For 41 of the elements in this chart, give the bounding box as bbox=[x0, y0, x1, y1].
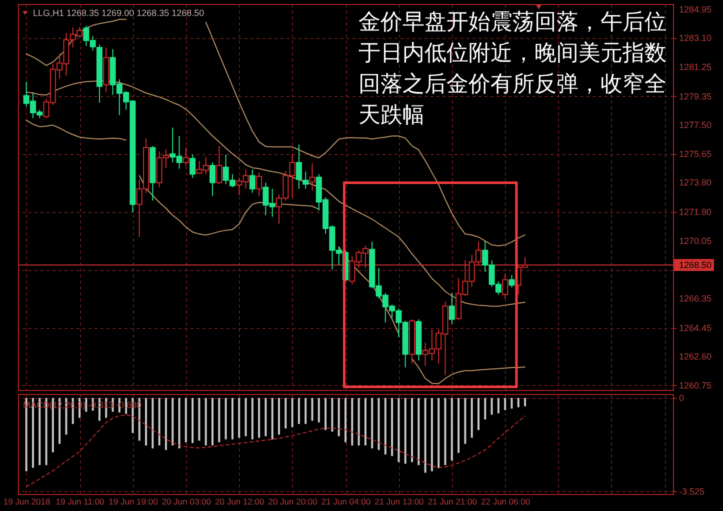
candlestick bbox=[249, 168, 256, 194]
y-tick-label: 1277.50 bbox=[679, 120, 712, 130]
candlestick bbox=[210, 162, 216, 196]
y-tick-label: 1284.95 bbox=[679, 4, 712, 14]
y-tick-label: 1281.25 bbox=[679, 62, 712, 72]
x-tick-label: 20 Jun 12:00 bbox=[215, 496, 264, 506]
y-tick-label: 1264.45 bbox=[679, 322, 712, 333]
candlestick bbox=[302, 171, 309, 190]
x-tick-label: 21 Jun 21:00 bbox=[428, 496, 478, 506]
x-tick-label: 19 Jun 11:00 bbox=[56, 496, 105, 506]
chart-title: LLG,H1 1268.35 1269.00 1268.35 1268.50 bbox=[33, 8, 204, 18]
y-tick-label: 1260.75 bbox=[679, 380, 712, 390]
x-tick-label: 20 Jun 03:00 bbox=[162, 496, 212, 506]
annotation: 金价早盘开始震荡回落，午后位于日内低位附近，晚间美元指数回落之后金价有所反弹，收窄全天跌幅 bbox=[358, 10, 667, 128]
y-tick-label: 1279.35 bbox=[679, 91, 712, 102]
y-tick-label: 0 bbox=[679, 392, 684, 403]
candlestick bbox=[502, 273, 508, 299]
candlestick bbox=[190, 154, 196, 178]
y-tick-label: 1275.65 bbox=[679, 148, 712, 159]
y-tick-label: 1270.05 bbox=[679, 236, 712, 246]
x-tick-label: 19 Jun 2018 bbox=[3, 496, 50, 506]
x-tick-label: 21 Jun 04:00 bbox=[321, 496, 371, 506]
candlestick bbox=[309, 162, 316, 191]
y-tick-label: 1262.60 bbox=[679, 352, 712, 362]
x-tick-label: 22 Jun 06:00 bbox=[481, 496, 530, 506]
candlestick bbox=[508, 274, 515, 288]
line-series bbox=[26, 414, 526, 488]
y-tick-label: -3.525 bbox=[679, 486, 705, 496]
x-tick-label: 19 Jun 19:00 bbox=[108, 496, 158, 506]
y-tick-label: 1266.35 bbox=[679, 293, 712, 304]
y-tick-label: 1273.80 bbox=[679, 178, 712, 188]
candlestick bbox=[256, 172, 262, 196]
candlestick bbox=[296, 144, 302, 190]
x-tick-label: 20 Jun 20:00 bbox=[268, 496, 318, 506]
candlestick bbox=[216, 146, 222, 185]
y-tick-label: 1283.10 bbox=[679, 33, 712, 44]
y-tick-label: 1271.90 bbox=[679, 207, 712, 218]
candlestick bbox=[448, 292, 455, 324]
ref-line-label: 1268.50 bbox=[679, 260, 712, 270]
candlestick bbox=[182, 147, 189, 166]
x-tick-label: 21 Jun 13:00 bbox=[374, 496, 424, 506]
